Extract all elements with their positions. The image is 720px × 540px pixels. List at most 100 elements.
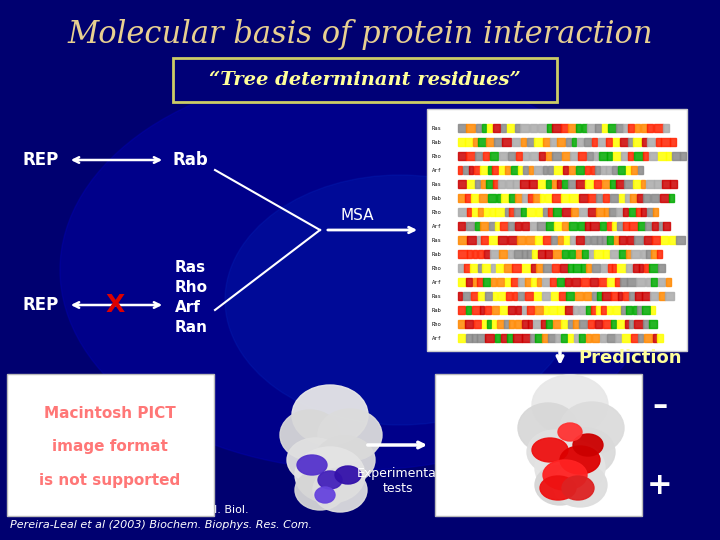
Ellipse shape xyxy=(335,466,361,484)
Bar xyxy=(533,320,541,328)
Bar xyxy=(607,334,615,342)
Bar xyxy=(598,292,602,300)
Bar xyxy=(621,278,627,286)
Bar xyxy=(637,306,642,314)
Bar xyxy=(621,152,628,160)
Bar xyxy=(557,180,562,188)
Bar xyxy=(546,320,552,328)
Bar xyxy=(576,166,585,174)
Bar xyxy=(510,320,514,328)
Bar xyxy=(458,222,465,230)
Bar xyxy=(654,124,662,132)
Bar xyxy=(551,292,558,300)
Bar xyxy=(488,166,492,174)
Bar xyxy=(626,250,631,258)
Bar xyxy=(498,180,505,188)
Bar xyxy=(587,264,591,272)
Bar xyxy=(472,306,480,314)
Bar xyxy=(587,152,593,160)
Bar xyxy=(607,152,613,160)
Bar xyxy=(550,138,557,146)
Bar xyxy=(458,320,465,328)
Ellipse shape xyxy=(535,465,585,505)
Bar xyxy=(568,264,573,272)
Bar xyxy=(515,320,521,328)
Bar xyxy=(577,222,585,230)
Bar xyxy=(652,334,657,342)
Ellipse shape xyxy=(527,430,583,474)
Bar xyxy=(647,124,654,132)
Bar xyxy=(646,250,651,258)
Bar xyxy=(617,222,623,230)
Bar xyxy=(513,292,518,300)
Bar xyxy=(598,138,606,146)
FancyBboxPatch shape xyxy=(173,58,557,102)
Bar xyxy=(503,264,512,272)
Text: Arf: Arf xyxy=(432,335,442,341)
Bar xyxy=(499,250,507,258)
Bar xyxy=(521,124,529,132)
Bar xyxy=(492,306,499,314)
Bar xyxy=(474,166,480,174)
Bar xyxy=(458,194,465,202)
Bar xyxy=(576,236,585,244)
Bar xyxy=(579,194,588,202)
Bar xyxy=(475,222,480,230)
Bar xyxy=(477,236,481,244)
Bar xyxy=(497,194,501,202)
Text: Arf: Arf xyxy=(175,300,201,315)
Text: Rho: Rho xyxy=(432,266,442,271)
Bar xyxy=(577,124,582,132)
Bar xyxy=(515,124,520,132)
Bar xyxy=(569,250,575,258)
Bar xyxy=(582,124,587,132)
Bar xyxy=(562,124,567,132)
Ellipse shape xyxy=(535,440,605,496)
Bar xyxy=(579,306,586,314)
Ellipse shape xyxy=(532,438,568,462)
Bar xyxy=(458,180,466,188)
Bar xyxy=(467,152,474,160)
Text: +: + xyxy=(647,470,672,500)
Bar xyxy=(560,264,568,272)
Bar xyxy=(531,278,536,286)
Bar xyxy=(588,320,595,328)
Bar xyxy=(659,264,665,272)
Bar xyxy=(521,208,526,216)
Bar xyxy=(482,124,486,132)
Bar xyxy=(602,236,606,244)
Bar xyxy=(458,264,464,272)
Ellipse shape xyxy=(560,446,600,474)
Ellipse shape xyxy=(287,438,343,482)
Bar xyxy=(487,320,491,328)
Ellipse shape xyxy=(518,403,578,453)
Bar xyxy=(666,152,671,160)
Bar xyxy=(549,306,557,314)
Bar xyxy=(643,152,648,160)
Bar xyxy=(548,166,554,174)
Bar xyxy=(604,208,609,216)
Bar xyxy=(645,222,652,230)
Bar xyxy=(528,194,533,202)
Ellipse shape xyxy=(315,436,375,484)
Bar xyxy=(497,320,503,328)
Bar xyxy=(522,222,529,230)
Bar xyxy=(564,236,570,244)
Bar xyxy=(477,334,485,342)
Bar xyxy=(577,138,583,146)
Bar xyxy=(523,166,528,174)
Bar xyxy=(620,138,628,146)
Bar xyxy=(481,236,488,244)
Bar xyxy=(595,124,601,132)
Bar xyxy=(467,236,476,244)
Bar xyxy=(500,124,506,132)
Bar xyxy=(472,208,477,216)
Bar xyxy=(611,180,616,188)
Bar xyxy=(641,124,647,132)
Bar xyxy=(515,222,521,230)
Bar xyxy=(482,320,487,328)
Bar xyxy=(595,166,600,174)
Bar xyxy=(672,152,680,160)
Text: Arf: Arf xyxy=(432,280,442,285)
Bar xyxy=(527,306,534,314)
